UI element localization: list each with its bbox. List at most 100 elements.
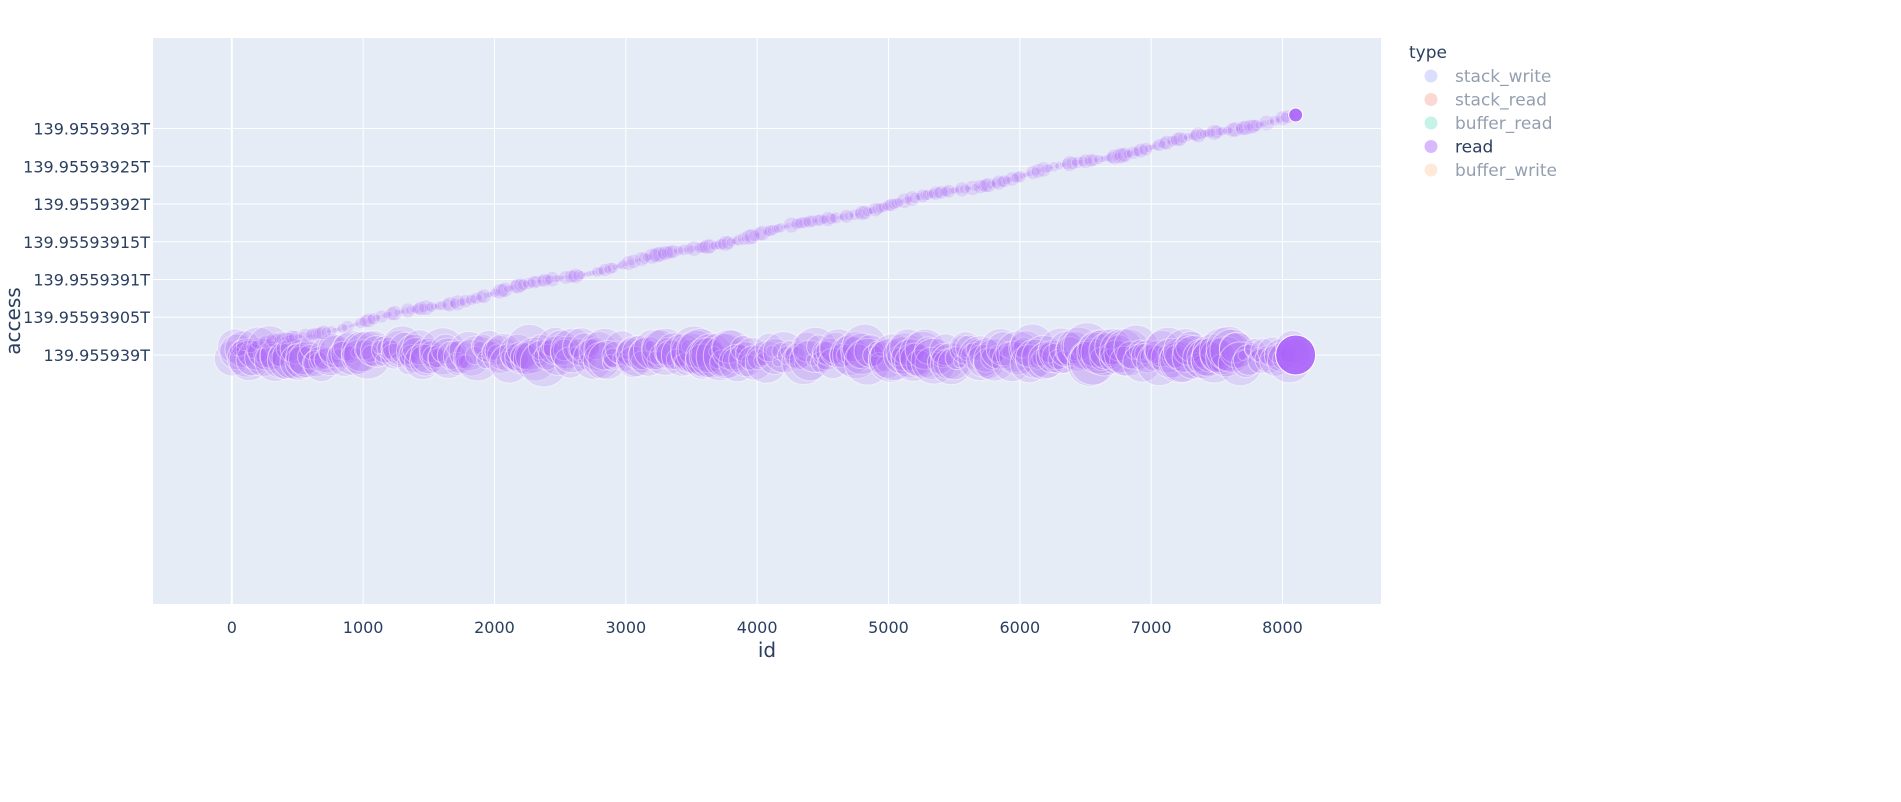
data-point [495,283,510,298]
legend-item-stack-write[interactable]: stack_write [1424,67,1552,87]
data-point [1182,134,1189,141]
data-point [643,247,661,265]
data-point [578,331,619,372]
y-axis-title: access [1,287,25,354]
legend: type stack_write stack_read buffer_readrea… [1409,43,1557,181]
data-point [426,347,448,369]
data-point [959,183,970,195]
data-point [717,238,729,250]
data-point [1071,158,1079,167]
marker-layer [213,107,1317,388]
data-point [836,214,842,221]
data-point [1152,138,1166,152]
data-point [1100,155,1108,163]
data-point [837,213,845,221]
data-point [359,314,373,328]
data-point [506,284,514,292]
data-point [510,277,527,294]
data-point [970,183,980,192]
data-point [973,179,988,194]
data-point [458,294,473,308]
data-point [997,174,1011,188]
data-point [347,323,353,329]
data-point [773,223,784,234]
data-point [986,179,996,190]
data-point [867,202,883,218]
data-point [785,222,793,230]
legend-item-stack-read[interactable]: stack_read [1424,91,1547,111]
data-point [436,300,448,311]
data-point [331,327,338,334]
data-point [824,212,837,225]
legend-item-read[interactable]: read [1424,138,1494,158]
data-point [475,294,483,302]
data-point [771,224,781,234]
data-point [1249,119,1263,132]
data-point [1159,135,1175,151]
data-point [544,274,555,285]
data-point [577,352,597,372]
data-point [386,305,403,321]
data-point [1137,144,1149,156]
data-point [702,238,718,254]
legend-item-buffer-read[interactable]: buffer_read [1424,114,1553,134]
data-point [1144,326,1192,374]
data-point [991,341,1033,383]
x-tick-label: 7000 [1131,618,1172,637]
data-point [687,244,696,253]
data-point [783,216,800,234]
data-point [298,331,308,341]
data-point [1234,123,1247,135]
legend-item-buffer-write[interactable]: buffer_write [1424,161,1557,181]
data-point [756,338,794,375]
data-point [839,212,849,222]
data-point [288,330,302,344]
y-tick-label: 139.95593915T [23,233,150,252]
data-point [393,308,402,317]
data-point [591,266,603,278]
data-point [549,327,596,374]
data-point [617,259,629,271]
data-point [1243,119,1259,135]
data-point [1166,135,1179,147]
data-point [294,333,301,340]
data-point [365,314,377,325]
data-point [386,311,393,318]
data-point [591,269,598,276]
data-point [1225,122,1241,138]
data-point [811,214,824,227]
data-point [673,245,684,257]
highlight-point[interactable] [1275,334,1317,376]
data-point [1001,175,1012,186]
data-point [651,246,668,263]
plot-background[interactable] [153,38,1381,604]
y-tick-label: 139.9559393T [33,120,150,139]
data-point [693,245,700,252]
data-point [1083,153,1098,168]
data-point [1114,147,1131,164]
x-axis-ticks: 0 1000 2000 3000 4000 5000 6000 7000 8000 [227,618,1303,637]
y-tick-label: 139.9559391T [33,270,150,289]
data-point [449,294,466,311]
data-point [1203,127,1215,139]
data-point [868,206,877,215]
data-point [522,277,535,290]
data-point [932,186,945,199]
data-point [326,325,338,337]
data-point [623,261,629,267]
data-point [620,255,636,271]
data-point [795,216,809,230]
data-point [517,278,530,291]
data-point [506,323,553,371]
data-point [1111,147,1128,164]
data-point [563,269,578,284]
data-point [1132,145,1144,157]
data-point [468,294,478,304]
data-point [412,302,425,315]
highlight-point[interactable] [1288,107,1304,123]
data-point [1237,120,1254,136]
data-point [1035,161,1052,178]
x-tick-label: 5000 [868,618,909,637]
data-point [941,184,956,199]
data-point [844,210,855,221]
